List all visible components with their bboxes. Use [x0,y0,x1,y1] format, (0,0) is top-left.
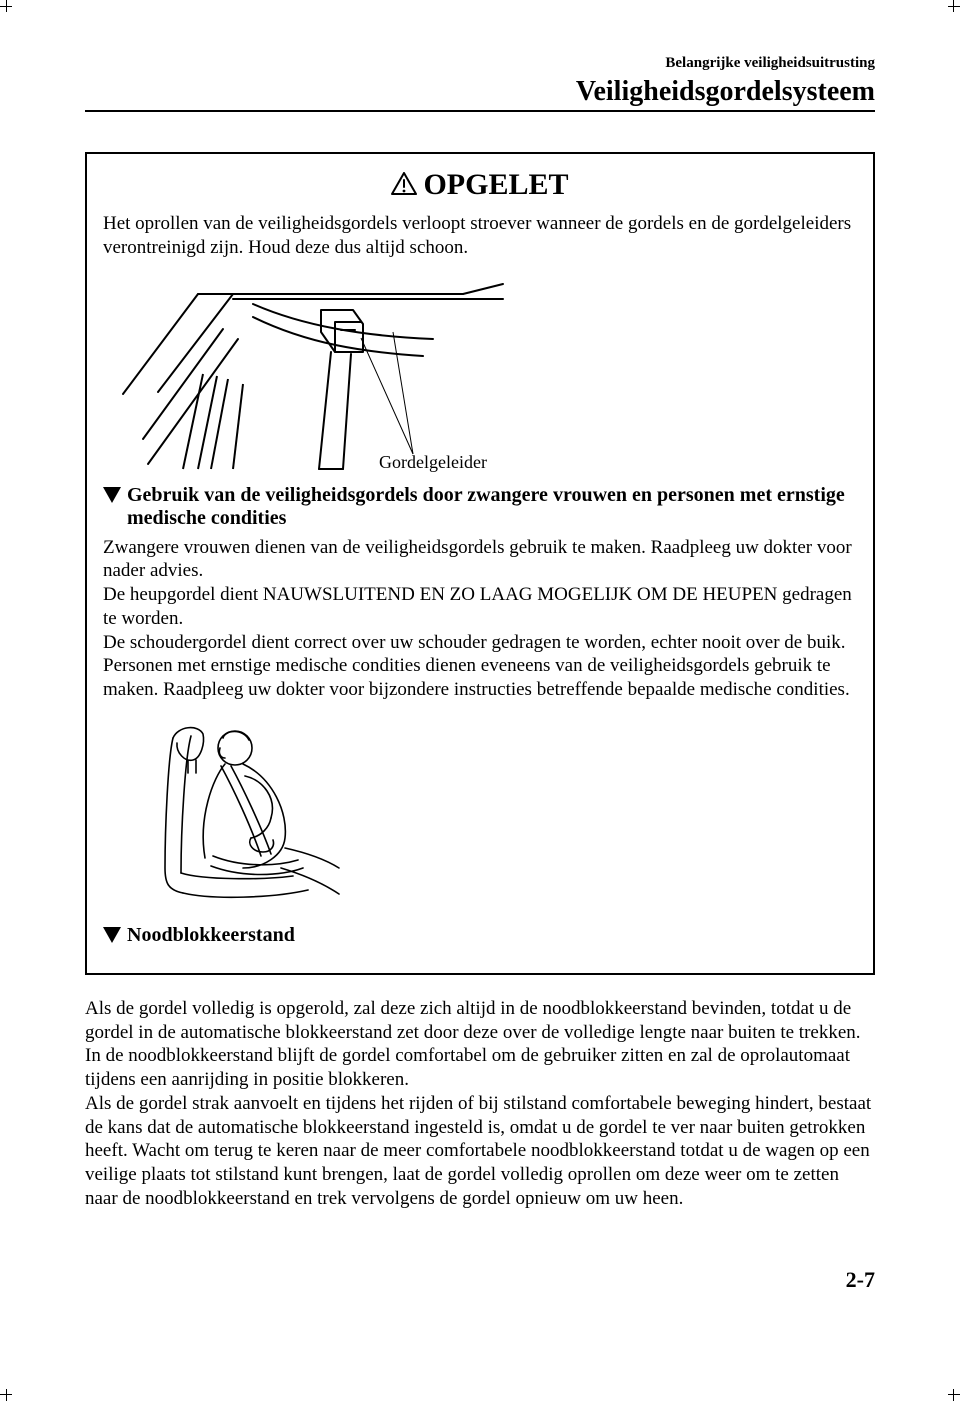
paragraph: Zwangere vrouwen dienen van de veilighei… [103,536,857,584]
paragraph: De schoudergordel dient correct over uw … [103,631,857,655]
heading-text: Gebruik van de veiligheidsgordels door z… [127,484,857,530]
crop-mark [946,0,960,14]
caution-text: Het oprollen van de veiligheidsgordels v… [103,212,857,260]
crop-mark [0,1387,14,1401]
running-head: Belangrijke veiligheidsuitrusting [85,55,875,72]
caution-title-text: OPGELET [423,168,568,201]
paragraph: Als de gordel volledig is opgerold, zal … [85,997,875,1092]
warning-triangle-icon [391,172,417,196]
paragraph: De heupgordel dient NAUWSLUITEND EN ZO L… [103,583,857,631]
belt-guide-illustration: Gordelgeleider [103,274,857,474]
page-content: Belangrijke veiligheidsuitrusting Veilig… [85,55,875,1211]
subsection-heading-pregnant: Gebruik van de veiligheidsgordels door z… [103,484,857,530]
subsection-heading-emergency: Noodblokkeerstand [103,924,857,947]
triangle-bullet-icon [103,927,121,943]
heading-text: Noodblokkeerstand [127,924,295,947]
section-title: Veiligheidsgordelsysteem [85,76,875,112]
crop-mark [946,1387,960,1401]
paragraph: Personen met ernstige medische condities… [103,654,857,702]
pregnant-seatbelt-illustration [143,718,857,908]
caution-title: OPGELET [103,168,857,202]
triangle-bullet-icon [103,487,121,503]
paragraph: Als de gordel strak aanvoelt en tijdens … [85,1092,875,1211]
crop-mark [0,0,14,14]
page-number: 2-7 [846,1267,875,1293]
diagram-label: Gordelgeleider [379,452,487,472]
caution-box: OPGELET Het oprollen van de veiligheidsg… [85,152,875,975]
